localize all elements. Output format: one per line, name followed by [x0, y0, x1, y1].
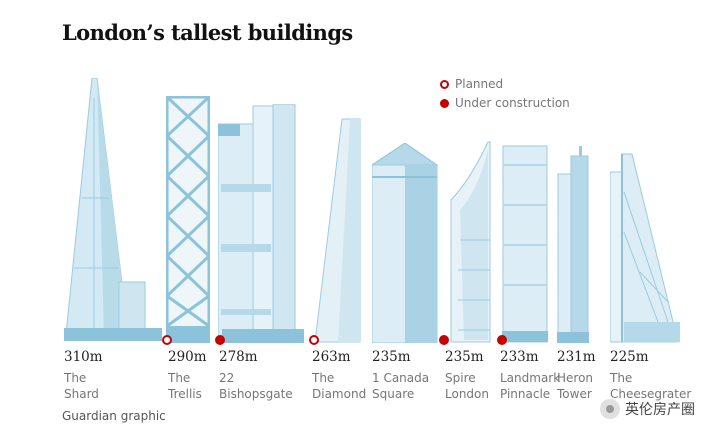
- 22-bishopsgate-illustration: [218, 104, 304, 343]
- the-cheesegrater-name: The Cheesegrater: [610, 370, 691, 402]
- the-trellis-illustration: [166, 96, 210, 343]
- the-cheesegrater-name-line1: The: [610, 371, 633, 385]
- heron-tower-name-line1: Heron: [557, 371, 594, 385]
- landmark-pinnacle-name: Landmark Pinnacle: [500, 370, 560, 402]
- landmark-pinnacle-name-line1: Landmark: [500, 371, 561, 385]
- 22-bishopsgate-name-line2: Bishopsgate: [219, 387, 293, 401]
- the-shard-illustration: [64, 78, 162, 341]
- the-trellis-name-line2: Trellis: [168, 387, 202, 401]
- the-trellis-height: 290m: [168, 349, 207, 365]
- the-diamond-name: The Diamond: [312, 370, 366, 402]
- the-shard-name: The Shard: [64, 370, 99, 402]
- the-cheesegrater-name-line2: Cheesegrater: [610, 387, 692, 401]
- spire-london-name-line2: London: [445, 387, 489, 401]
- heron-tower-illustration: [557, 146, 589, 343]
- the-shard-name-line1: The: [64, 371, 87, 385]
- landmark-pinnacle-construction-marker: [497, 335, 507, 345]
- legend-under-construction-label: Under construction: [455, 96, 570, 110]
- the-diamond-planned-marker: [309, 335, 319, 345]
- 1-canada-square-name-line1: 1 Canada: [372, 371, 430, 385]
- the-trellis-name: The Trellis: [168, 370, 202, 402]
- legend-planned: Planned: [440, 77, 503, 91]
- heron-tower-height: 231m: [557, 349, 596, 365]
- 1-canada-square-name-line2: Square: [372, 387, 415, 401]
- wechat-logo-icon: [600, 399, 620, 419]
- spire-london-illustration: [450, 141, 491, 343]
- the-cheesegrater-height: 225m: [610, 349, 649, 365]
- planned-marker-icon: [440, 79, 449, 89]
- 22-bishopsgate-construction-marker: [215, 335, 225, 345]
- spire-london-construction-marker: [439, 335, 449, 345]
- legend-planned-label: Planned: [455, 77, 504, 91]
- landmark-pinnacle-illustration: [502, 145, 548, 343]
- the-diamond-name-line2: Diamond: [312, 387, 367, 401]
- legend-under-construction: Under construction: [440, 96, 570, 110]
- under-construction-marker-icon: [440, 98, 449, 108]
- the-trellis-planned-marker: [162, 335, 172, 345]
- graphic-credit: Guardian graphic: [62, 409, 166, 423]
- the-trellis-name-line1: The: [168, 371, 191, 385]
- 22-bishopsgate-name: 22 Bishopsgate: [219, 370, 293, 402]
- heron-tower-name: Heron Tower: [557, 370, 593, 402]
- the-diamond-name-line1: The: [312, 371, 335, 385]
- 1-canada-square-name: 1 Canada Square: [372, 370, 429, 402]
- landmark-pinnacle-height: 233m: [500, 349, 539, 365]
- page-title: London’s tallest buildings: [62, 20, 353, 45]
- 1-canada-square-illustration: [372, 143, 438, 343]
- the-diamond-height: 263m: [312, 349, 351, 365]
- the-shard-name-line2: Shard: [64, 387, 99, 401]
- watermark: 英伦房产圈: [600, 399, 695, 419]
- spire-london-name-line1: Spire: [445, 371, 476, 385]
- spire-london-name: Spire London: [445, 370, 489, 402]
- 22-bishopsgate-height: 278m: [219, 349, 258, 365]
- 22-bishopsgate-name-line1: 22: [219, 371, 235, 385]
- the-diamond-illustration: [314, 118, 361, 343]
- watermark-text: 英伦房产圈: [625, 402, 695, 418]
- the-shard-height: 310m: [64, 349, 103, 365]
- the-cheesegrater-illustration: [610, 153, 680, 343]
- spire-london-height: 235m: [445, 349, 484, 365]
- 1-canada-square-height: 235m: [372, 349, 411, 365]
- landmark-pinnacle-name-line2: Pinnacle: [500, 387, 551, 401]
- heron-tower-name-line2: Tower: [557, 387, 592, 401]
